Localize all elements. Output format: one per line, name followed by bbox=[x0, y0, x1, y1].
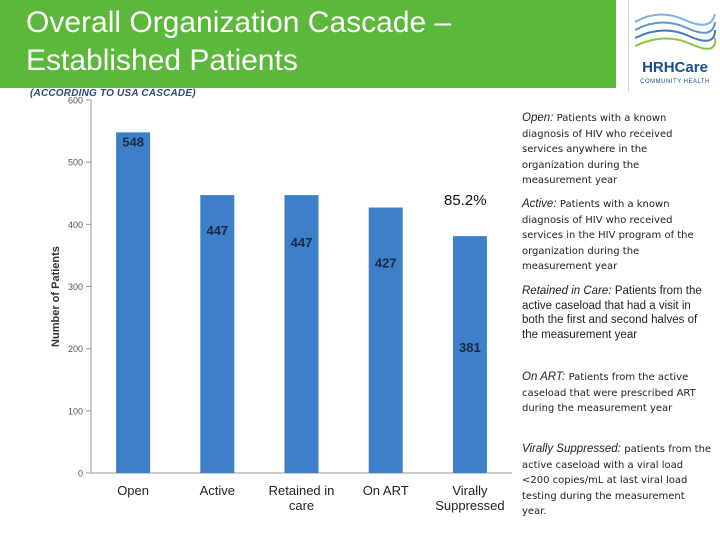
chart-subtitle: (ACCORDING TO USA CASCADE) bbox=[30, 88, 196, 99]
bar-value-label: 548 bbox=[122, 134, 144, 149]
x-tick-label: On ART bbox=[363, 483, 409, 498]
x-tick-label: Suppressed bbox=[435, 498, 504, 513]
bar bbox=[200, 195, 235, 474]
logo-wave-1 bbox=[634, 13, 716, 26]
x-tick-label: Retained in bbox=[269, 483, 335, 498]
definition-active: Active: Patients with a known diagnosis … bbox=[522, 197, 712, 275]
bar bbox=[284, 195, 319, 474]
logo-tagline: COMMUNITY HEALTH bbox=[640, 79, 710, 85]
definition-text: patients from the active caseload with a… bbox=[522, 444, 712, 517]
bar-value-label: 427 bbox=[375, 256, 397, 271]
logo-wave-2 bbox=[634, 21, 716, 34]
slide-title-line-1: Overall Organization Cascade – bbox=[26, 6, 452, 39]
definition-text: Patients with a known diagnosis of HIV w… bbox=[522, 113, 673, 186]
slide-title: Overall Organization Cascade – Establish… bbox=[26, 4, 616, 80]
y-tick-label: 200 bbox=[68, 344, 83, 354]
definition-term: Virally Suppressed: bbox=[522, 443, 621, 455]
bar bbox=[116, 132, 151, 473]
definition-on-art: On ART: Patients from the active caseloa… bbox=[522, 370, 712, 417]
definition-open: Open: Patients with a known diagnosis of… bbox=[522, 111, 712, 189]
slide-title-line-2: Established Patients bbox=[26, 44, 298, 77]
definition-virally-suppressed: Virally Suppressed: patients from the ac… bbox=[522, 442, 712, 520]
bar bbox=[368, 207, 403, 473]
logo-name: HRHCare bbox=[642, 59, 708, 76]
bar-value-label: 447 bbox=[291, 235, 313, 250]
logo-graphic: HRHCare COMMUNITY HEALTH bbox=[634, 13, 717, 85]
logo-wave-4 bbox=[634, 37, 717, 50]
y-tick-label: 600 bbox=[68, 96, 83, 106]
definition-text: Patients from the active caseload that h… bbox=[522, 285, 702, 341]
definition-text: Patients with a known diagnosis of HIV w… bbox=[522, 199, 694, 272]
title-bar bbox=[0, 0, 616, 88]
bar-value-label: 447 bbox=[206, 223, 228, 238]
y-axis-label: Number of Patients bbox=[50, 246, 62, 347]
x-tick-label: Open bbox=[117, 483, 149, 498]
y-tick-label: 100 bbox=[68, 406, 83, 416]
y-tick-label: 300 bbox=[68, 282, 83, 292]
y-tick-label: 400 bbox=[68, 220, 83, 230]
definition-retained: Retained in Care: Patients from the acti… bbox=[522, 284, 712, 342]
x-tick-label: care bbox=[289, 498, 314, 513]
y-tick-label: 500 bbox=[68, 158, 83, 168]
percent-annotation: 85.2% bbox=[444, 192, 487, 209]
logo-wave-3 bbox=[634, 29, 716, 42]
y-tick-label: 0 bbox=[78, 469, 83, 479]
definition-text: Patients from the active caseload that w… bbox=[522, 372, 696, 414]
hrhcare-logo: HRHCare COMMUNITY HEALTH bbox=[628, 0, 720, 92]
definition-term: Open: bbox=[522, 112, 554, 124]
bar-value-label: 381 bbox=[459, 340, 481, 355]
bar bbox=[452, 236, 487, 473]
definition-term: On ART: bbox=[522, 371, 566, 383]
definition-term: Active: bbox=[522, 198, 557, 210]
x-tick-label: Virally bbox=[452, 483, 488, 498]
x-tick-label: Active bbox=[200, 483, 235, 498]
definition-term: Retained in Care: bbox=[522, 285, 612, 297]
